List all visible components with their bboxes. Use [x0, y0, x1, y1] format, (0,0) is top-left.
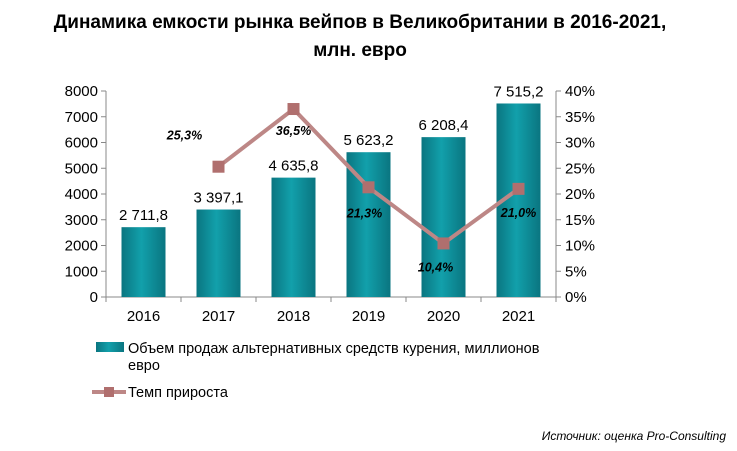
- x-tick-label: 2019: [352, 308, 385, 325]
- y-right-tick-label: 0%: [565, 289, 587, 306]
- y-right-tick-label: 35%: [565, 109, 595, 126]
- bar-value-label: 7 515,2: [493, 83, 543, 100]
- growth-rate-label: 25,3%: [166, 129, 202, 143]
- bar: [196, 209, 241, 297]
- y-right-tick-label: 25%: [565, 160, 595, 177]
- bar: [421, 137, 466, 297]
- legend-bar-label-line1: Объем продаж альтернативных средств куре…: [128, 341, 540, 357]
- y-left-tick-label: 3000: [65, 212, 98, 229]
- y-left-tick-label: 1000: [65, 263, 98, 280]
- x-tick-label: 2016: [127, 308, 160, 325]
- plot-area: 0 1000 2000 3000 4000 5000 6000 7000 8000 0% 5% 10%…: [65, 83, 595, 325]
- y-right-tick-label: 5%: [565, 263, 587, 280]
- y-left-tick-label: 0: [90, 289, 98, 306]
- legend-bar-swatch: [96, 342, 124, 352]
- y-right-tick-label: 20%: [565, 186, 595, 203]
- y-left-tick-label: 8000: [65, 83, 98, 100]
- bar: [271, 177, 316, 297]
- growth-rate-label: 21,0%: [500, 206, 536, 220]
- y-right-tick-label: 30%: [565, 135, 595, 152]
- chart-title-line2: млн. евро: [313, 40, 407, 61]
- x-tick-label: 2017: [202, 308, 235, 325]
- bar: [121, 227, 166, 297]
- y-left-tick-label: 7000: [65, 109, 98, 126]
- legend-line-marker: [104, 387, 114, 397]
- growth-rate-label: 10,4%: [418, 260, 453, 274]
- x-tick-label: 2021: [502, 308, 535, 325]
- growth-rate-label: 36,5%: [276, 124, 311, 138]
- y-left-tick-label: 4000: [65, 186, 98, 203]
- chart-title-line1: Динамика емкости рынка вейпов в Великобр…: [54, 12, 667, 33]
- bar: [346, 152, 391, 297]
- growth-rate-marker: [512, 182, 525, 195]
- legend-line-label: Темп прироста: [128, 385, 229, 401]
- growth-rate-label: 21,3%: [346, 206, 382, 220]
- y-left-tick-label: 6000: [65, 135, 98, 152]
- y-right-tick-label: 40%: [565, 83, 595, 100]
- legend-bar-label-line2: евро: [128, 358, 160, 374]
- y-right-tick-label: 15%: [565, 212, 595, 229]
- growth-rate-marker: [212, 160, 225, 173]
- growth-rate-marker: [362, 181, 375, 194]
- growth-rate-marker: [437, 237, 450, 250]
- y-right-tick-label: 10%: [565, 238, 595, 255]
- bar-value-label: 5 623,2: [343, 132, 393, 149]
- bar-value-label: 6 208,4: [418, 117, 468, 134]
- growth-rate-marker: [287, 103, 300, 116]
- bar-value-label: 4 635,8: [268, 158, 318, 175]
- source-note: Источник: оценка Pro-Consulting: [542, 429, 727, 443]
- y-left-tick-label: 2000: [65, 238, 98, 255]
- x-tick-label: 2018: [277, 308, 310, 325]
- x-tick-label: 2020: [427, 308, 460, 325]
- legend: Объем продаж альтернативных средств куре…: [92, 341, 540, 401]
- bar-value-label: 2 711,8: [119, 207, 168, 224]
- y-left-tick-label: 5000: [65, 160, 98, 177]
- bar-value-label: 3 397,1: [193, 190, 243, 207]
